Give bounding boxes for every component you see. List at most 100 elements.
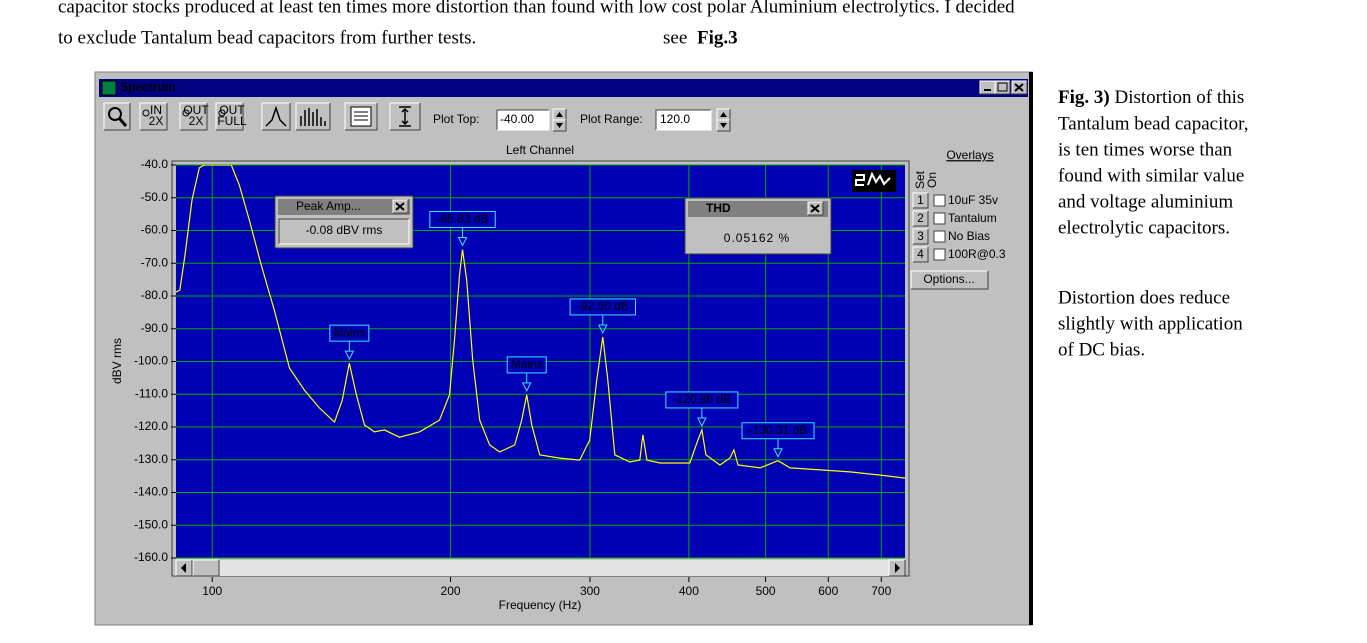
button-text: OUT — [219, 103, 245, 117]
caption-label: Fig. 3) — [1058, 87, 1110, 108]
caption-text: is ten times worse than — [1058, 139, 1233, 160]
button-glyph — [142, 109, 150, 117]
y-tick-label: -60.0 — [141, 223, 169, 237]
scroll-thumb[interactable] — [193, 560, 219, 576]
caption-text: Distortion of this — [1110, 87, 1245, 108]
caption-text: Tantalum bead capacitor, — [1058, 113, 1248, 134]
overlay-label: 10uF 35v — [948, 193, 998, 207]
button-text: FULL — [217, 114, 247, 128]
y-tick-label: -140.0 — [134, 485, 168, 499]
plot-top-input — [497, 110, 549, 130]
window-button[interactable] — [980, 81, 995, 94]
overlay-set-button[interactable] — [913, 211, 928, 226]
options-button[interactable] — [911, 271, 988, 289]
app-icon — [101, 80, 117, 96]
overlay-set-button-edge — [913, 193, 929, 209]
annotation-marker — [597, 324, 608, 335]
x-tick-label: 700 — [871, 584, 891, 598]
y-tick-label: -110.0 — [135, 386, 168, 400]
maximize-glyph — [997, 82, 1008, 92]
overlay-label: Tantalum — [948, 211, 997, 225]
thd-close-edge — [808, 202, 824, 216]
window-button-edge — [1011, 80, 1027, 94]
overlays-on: On — [925, 172, 939, 188]
peak-reading-box — [279, 219, 409, 244]
button-text: 2X — [189, 114, 204, 128]
y-tick-label: -80.0 — [141, 288, 169, 302]
thd-close-edge — [807, 201, 823, 215]
y-tick-label: -70.0 — [141, 255, 169, 269]
zoom-button[interactable] — [104, 103, 130, 130]
overlay-label: 100R@0.3 — [948, 247, 1006, 261]
scroll-glyph — [895, 563, 900, 573]
x-axis-label: Frequency (Hz) — [499, 598, 582, 612]
y-tick-label: -150.0 — [134, 517, 168, 531]
overlay-checkbox[interactable] — [933, 248, 946, 261]
overlay-set-button-edge — [913, 247, 929, 263]
trace — [176, 165, 905, 479]
spinner-edge — [717, 120, 731, 132]
window-title: Spectrum — [120, 80, 175, 94]
overlay-checkbox[interactable] — [933, 212, 946, 225]
zoom-button-edge — [179, 102, 207, 130]
window-button-edge — [979, 80, 995, 94]
y-tick-label: -50.0 — [141, 190, 169, 204]
scroll-left-edge — [176, 560, 193, 577]
overlay-set-number: 2 — [917, 211, 924, 225]
zoom-button-edge — [104, 103, 131, 131]
caption-text: of DC bias. — [1058, 339, 1145, 360]
view-glyph — [265, 105, 287, 127]
overlay-set-number: 4 — [917, 247, 924, 261]
annotation-marker — [521, 382, 532, 393]
zoom-button[interactable] — [140, 103, 167, 130]
annotation-label: Mains — [511, 357, 543, 371]
annotation-marker — [344, 350, 355, 361]
y-tick-label: -40.0 — [141, 157, 169, 171]
thd-title: THD — [706, 201, 731, 215]
scroll-right-edge — [888, 559, 905, 576]
zoom-button-edge — [216, 103, 244, 131]
close-glyph — [810, 204, 820, 213]
thd-reading: 0.05162 % — [724, 231, 790, 245]
plot-top-input-edge — [496, 109, 549, 130]
zoom-button[interactable] — [216, 103, 243, 130]
range-button-edge — [390, 103, 421, 131]
plot-top-value: -40.00 — [500, 112, 534, 126]
scroll-thumb-edge — [193, 560, 220, 577]
view-glyph — [300, 108, 326, 126]
y-tick-label: -100.0 — [134, 354, 168, 368]
list-button-edge — [344, 102, 377, 130]
plot-range-value: 120.0 — [660, 112, 690, 126]
overlay-checkbox[interactable] — [933, 230, 946, 243]
body-text: to exclude Tantalum bead capacitors from… — [58, 27, 476, 48]
caption-text: electrolytic capacitors. — [1058, 217, 1230, 238]
spinner-edge — [552, 108, 566, 120]
spinner-glyph — [556, 112, 563, 128]
overlay-set-button-edge — [913, 211, 929, 227]
caption: Fig. 3) Distortion of this — [1058, 87, 1244, 108]
overlay-set-number: 3 — [917, 229, 924, 243]
overlay-set-button[interactable] — [913, 247, 928, 262]
scroll-track — [176, 560, 905, 576]
annotation-marker — [457, 236, 468, 247]
window-button-edge — [995, 81, 1011, 95]
overlay-set-button[interactable] — [913, 229, 928, 244]
x-tick-label: 300 — [580, 584, 600, 598]
overlays-set: Set — [913, 170, 927, 189]
overlay-label: No Bias — [948, 229, 990, 243]
overlay-set-button[interactable] — [913, 193, 928, 208]
zoom-button[interactable] — [180, 103, 207, 130]
peak-reading-box-edge — [278, 218, 409, 244]
range-button-edge — [389, 102, 420, 130]
window-button-edge — [994, 80, 1010, 94]
button-text: IN — [150, 103, 162, 117]
annotation-label: Mains — [333, 325, 365, 339]
body-text: capacitor stocks produced at least ten t… — [58, 0, 1015, 17]
overlay-checkbox[interactable] — [933, 194, 946, 207]
view-button-edge — [262, 103, 291, 131]
zoom-glyph — [108, 107, 122, 121]
annotation-marker — [773, 448, 783, 458]
zoom-button-edge — [215, 102, 243, 130]
x-tick-label: 100 — [202, 584, 222, 598]
